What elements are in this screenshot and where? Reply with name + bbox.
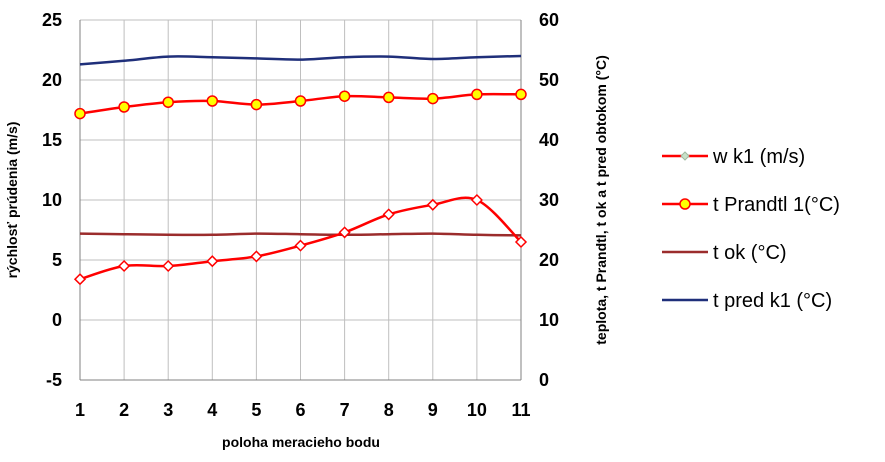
legend-item-4: t pred k1 (°C) <box>662 290 832 312</box>
series-2-point <box>515 88 527 101</box>
series-2-point <box>382 91 395 104</box>
y-left-tick-label: 20 <box>42 70 62 90</box>
y-left-tick-label: 15 <box>42 130 62 150</box>
series-4-line <box>79 54 522 66</box>
x-tick-label: 2 <box>119 400 129 420</box>
x-tick-label: 9 <box>428 400 438 420</box>
y-right-tick-label: 40 <box>539 130 559 150</box>
series-1-point <box>250 250 263 263</box>
legend-item-2-marker <box>679 198 691 210</box>
y-right-tick-label: 50 <box>539 70 559 90</box>
series-2-point <box>294 95 307 107</box>
series-3-line <box>79 232 522 237</box>
x-tick-label: 5 <box>251 400 261 420</box>
legend-item-2-label: t Prandtl 1(°C) <box>713 194 840 216</box>
series-1-point <box>382 208 395 221</box>
series-2-point <box>162 96 174 108</box>
y-right-tick-label: 30 <box>539 190 559 210</box>
y-left-tick-label: 10 <box>42 190 62 210</box>
series-2-point <box>250 98 263 111</box>
x-axis-label: poloha meracieho bodu <box>222 434 380 450</box>
y-axis-right-label: teplota, t Prandtl, t ok a t pred obtoko… <box>593 55 609 345</box>
series-1-point <box>514 235 528 249</box>
legend-item-2: t Prandtl 1(°C) <box>662 194 840 216</box>
x-tick-label: 3 <box>163 400 173 420</box>
legend-item-1-marker <box>680 151 690 161</box>
series-2-point <box>427 92 439 105</box>
x-tick-label: 4 <box>207 400 217 420</box>
legend-item-3: t ok (°C) <box>662 242 787 264</box>
tick-labels: -5 0 5 10 15 20 25 0 10 20 30 40 50 60 1 2 3 4 5 6 7 8 9 10 11 <box>42 10 559 420</box>
series-1-point <box>470 193 483 207</box>
x-tick-label: 8 <box>384 400 394 420</box>
series-1-point <box>338 226 351 239</box>
x-tick-label: 7 <box>340 400 350 420</box>
axes <box>79 20 522 381</box>
y-left-tick-label: -5 <box>46 370 62 390</box>
legend-item-3-label: t ok (°C) <box>713 242 787 264</box>
series-1-point <box>206 255 219 268</box>
series-2-point <box>471 88 483 101</box>
series-2-point <box>206 95 219 107</box>
x-tick-label: 6 <box>295 400 305 420</box>
y-right-tick-label: 10 <box>539 310 559 330</box>
x-tick-label: 10 <box>467 400 487 420</box>
series-1-point <box>118 259 131 273</box>
y-right-tick-label: 60 <box>539 10 559 30</box>
y-left-tick-label: 0 <box>52 310 62 330</box>
y-right-tick-label: 0 <box>539 370 549 390</box>
y-axis-left-label: rýchlosť prúdenia (m/s) <box>4 122 20 279</box>
series-layer <box>73 54 528 286</box>
series-2-point <box>118 101 130 113</box>
legend-item-1-label: w k1 (m/s) <box>712 146 805 168</box>
y-left-tick-label: 5 <box>52 250 62 270</box>
series-2-point <box>338 90 351 102</box>
series-1-point <box>294 239 307 252</box>
legend-item-4-label: t pred k1 (°C) <box>713 290 832 312</box>
y-left-tick-label: 25 <box>42 10 62 30</box>
x-tick-label: 1 <box>75 400 85 420</box>
series-2-point <box>74 107 86 120</box>
legend: w k1 (m/s) t Prandtl 1(°C) t ok (°C) t pred… <box>662 146 840 312</box>
series-1-point <box>162 259 175 273</box>
series-1-point <box>426 198 439 211</box>
series-1-point <box>73 273 87 286</box>
x-tick-label: 11 <box>511 400 530 420</box>
y-right-tick-label: 20 <box>539 250 559 270</box>
legend-item-1: w k1 (m/s) <box>662 146 805 168</box>
